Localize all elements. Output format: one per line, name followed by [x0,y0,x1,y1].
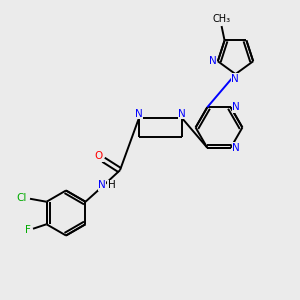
Text: H: H [108,180,116,190]
Text: N: N [232,143,240,153]
Text: N: N [208,56,216,66]
Text: N: N [231,74,239,84]
Text: N: N [178,109,186,119]
Text: N: N [98,180,106,190]
Text: CH₃: CH₃ [212,14,231,25]
Text: F: F [25,225,31,235]
Text: N: N [232,102,240,112]
Text: Cl: Cl [16,193,27,203]
Text: O: O [95,151,103,161]
Text: N: N [135,109,143,119]
